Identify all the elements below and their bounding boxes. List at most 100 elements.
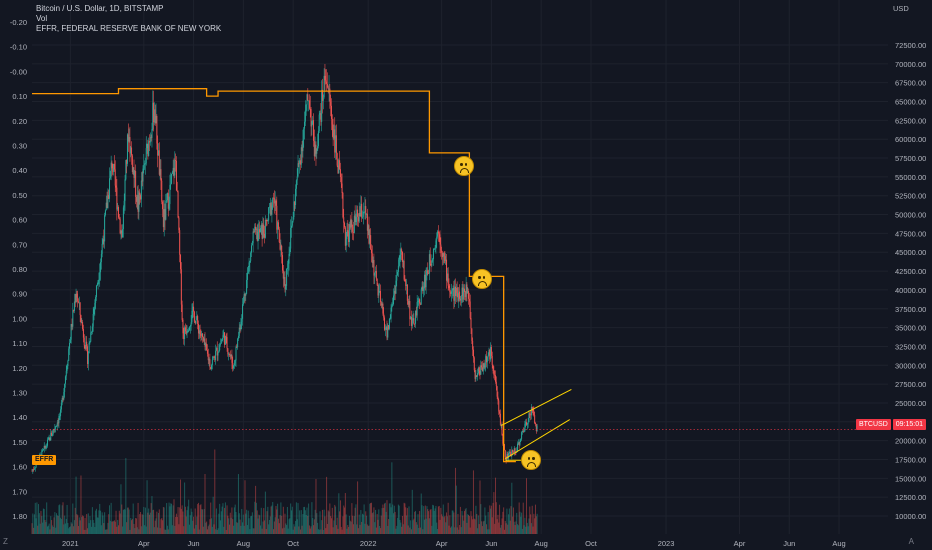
volume-bar: [370, 502, 372, 534]
candle-body: [96, 285, 98, 286]
legend-effr[interactable]: EFFR, FEDERAL RESERVE BANK OF NEW YORK: [36, 24, 222, 33]
volume-bar: [161, 518, 163, 534]
volume-bar: [260, 507, 262, 534]
volume-bar: [225, 529, 227, 534]
volume-bar: [503, 529, 505, 534]
volume-bar: [345, 514, 347, 534]
volume-bar: [273, 521, 275, 534]
volume-bar: [268, 519, 270, 534]
legend-title[interactable]: Bitcoin / U.S. Dollar, 1D, BITSTAMP: [36, 4, 164, 13]
right-axis-tick-label: 40000.00: [895, 286, 926, 295]
volume-bar: [375, 527, 377, 534]
candle-body: [102, 239, 104, 244]
candle-body: [31, 470, 33, 472]
candle-body: [239, 327, 241, 330]
volume-bar: [373, 507, 375, 534]
candle-body: [534, 415, 536, 424]
volume-bar: [146, 480, 148, 534]
volume-bar: [221, 506, 223, 534]
candle-body: [177, 191, 179, 218]
candle-body: [196, 316, 198, 321]
volume-bar: [322, 509, 324, 534]
candle-body: [330, 101, 332, 106]
volume-bar: [281, 515, 283, 534]
volume-bar: [104, 529, 106, 534]
candle-body: [204, 338, 206, 347]
candle-body: [290, 227, 292, 249]
time-axis-tick-label: Oct: [287, 539, 300, 548]
volume-bar: [441, 516, 443, 534]
volume-bar: [171, 525, 173, 534]
volume-bar: [517, 524, 519, 534]
candle-body: [126, 159, 128, 164]
candle-body: [427, 270, 429, 273]
volume-bar: [452, 510, 454, 534]
volume-bar: [366, 515, 368, 534]
volume-bar: [520, 516, 522, 534]
candle-body: [176, 190, 178, 192]
volume-bar: [443, 517, 445, 534]
volume-bar: [126, 522, 128, 534]
left-axis: -0.20 -0.10 -0.00 0.10 0.20 0.30 0.40 0.50 0.60 0…: [10, 18, 27, 521]
volume-bar: [121, 504, 123, 534]
right-axis[interactable]: USD 10000.00 12500.00 15000.00 17500.00 20000…: [893, 4, 926, 521]
candle-body: [117, 207, 119, 210]
volume-bar: [384, 502, 386, 534]
auto-scale-toggle[interactable]: A: [908, 537, 914, 546]
candle-body: [493, 371, 495, 375]
volume-bar: [308, 503, 310, 534]
candle-body: [244, 294, 246, 296]
volume-bar: [97, 517, 99, 534]
candle-body: [140, 180, 142, 200]
volume-bar: [47, 525, 49, 534]
candle-body: [143, 164, 145, 169]
left-axis-tick-label: 0.80: [12, 265, 27, 274]
candle-body: [308, 100, 310, 109]
volume-bar: [396, 525, 398, 534]
left-axis-tick-label: 0.30: [12, 142, 27, 151]
candle-body: [60, 409, 62, 417]
candle-body: [322, 89, 324, 101]
candle-body: [253, 231, 255, 233]
candle-body: [534, 423, 536, 425]
volume-bar: [142, 514, 144, 534]
candle-body: [156, 115, 158, 144]
legend-vol[interactable]: Vol: [36, 14, 48, 23]
candle-body: [494, 375, 496, 382]
volume-bar: [354, 507, 356, 534]
candle-body: [326, 83, 328, 88]
candle-body: [249, 260, 251, 263]
volume-bar: [138, 529, 140, 534]
volume-bar: [262, 521, 264, 534]
candle-body: [61, 398, 63, 403]
volume-bar: [129, 529, 131, 534]
volume-bar: [210, 502, 212, 534]
candle-body: [463, 288, 465, 292]
volume-bar: [482, 521, 484, 534]
candle-body: [474, 370, 476, 379]
volume-bar: [148, 508, 150, 534]
volume-bar: [55, 527, 57, 534]
volume-bar: [222, 503, 224, 534]
candle-body: [126, 134, 128, 164]
candle-body: [285, 285, 287, 290]
volume-bar: [261, 528, 263, 534]
candle-body: [35, 464, 37, 468]
volume-bar: [536, 513, 538, 534]
candle-body: [228, 354, 230, 355]
volume-bar: [419, 527, 421, 534]
volume-bar: [257, 518, 259, 534]
candle-body: [523, 431, 525, 433]
volume-bar: [365, 511, 367, 534]
candle-body: [412, 318, 414, 321]
volume-bar: [307, 515, 309, 534]
time-axis[interactable]: 2021 Apr Jun Aug Oct 2022 Apr Jun Aug Oct 2023 Apr J…: [62, 539, 846, 548]
candle-body: [305, 104, 307, 111]
timezone-toggle[interactable]: Z: [3, 537, 8, 546]
candle-body: [169, 184, 171, 205]
candle-body: [273, 197, 275, 204]
candle-body: [433, 248, 435, 250]
volume-bar: [254, 501, 256, 534]
candle-body: [296, 176, 298, 181]
